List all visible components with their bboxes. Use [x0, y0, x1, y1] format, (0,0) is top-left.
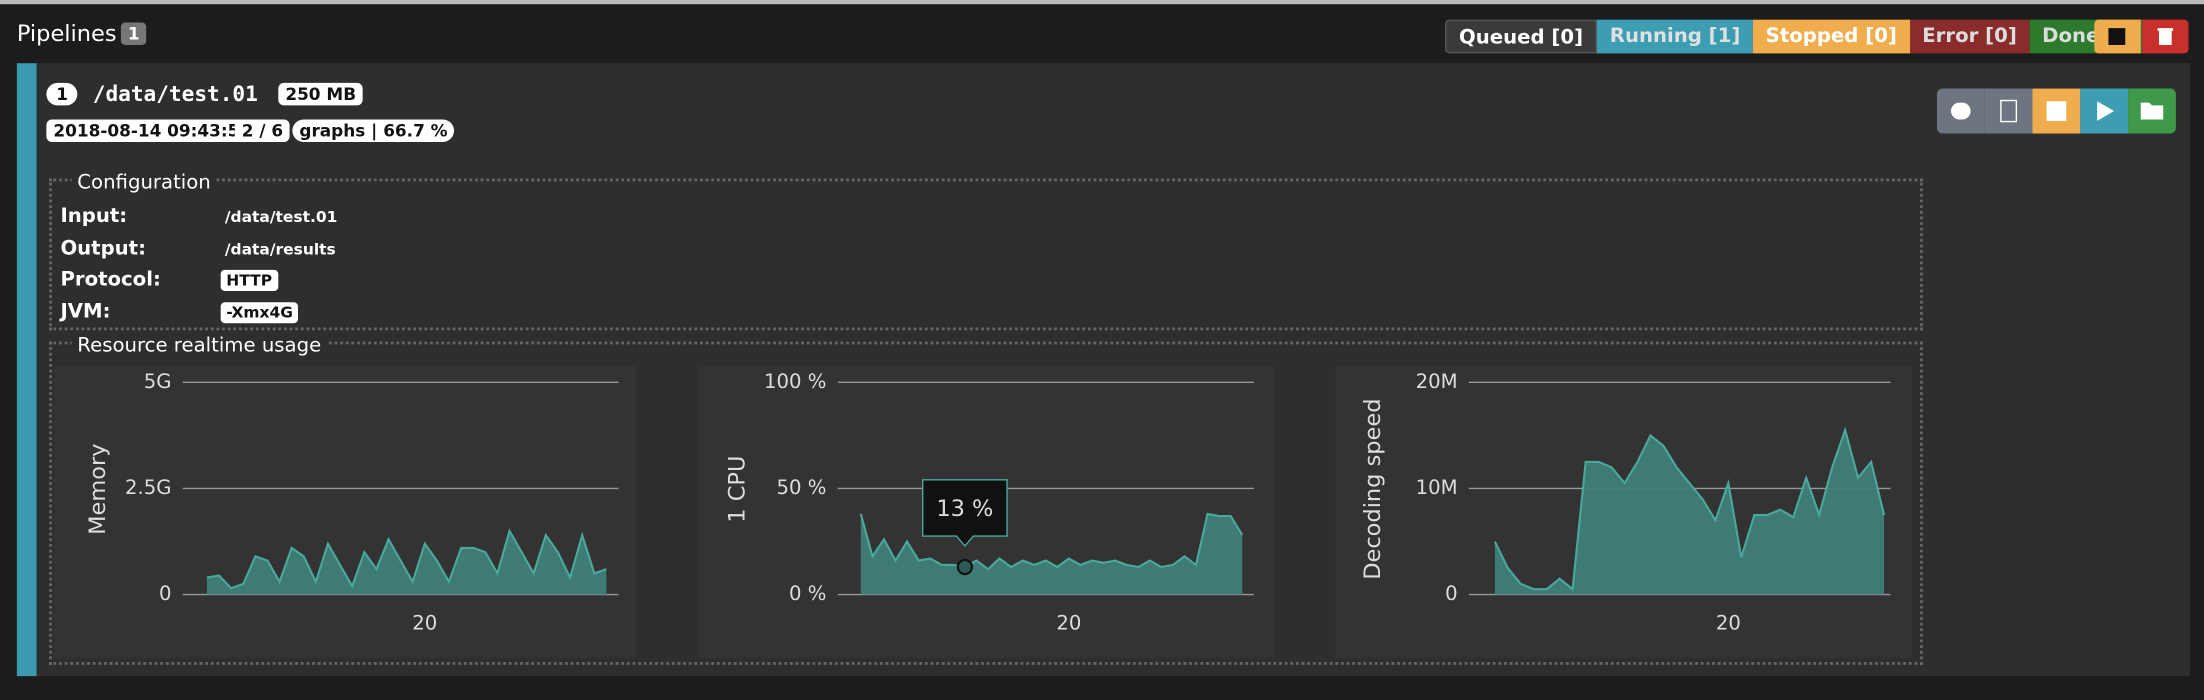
y-tick-label: 0 [1445, 582, 1458, 605]
pipeline-stage: graphs | 66.7 % [292, 119, 455, 142]
y-axis-label: Memory [85, 443, 111, 534]
x-tick-label: 20 [1716, 612, 1741, 635]
resources-title: Resource realtime usage [71, 334, 327, 358]
area [206, 530, 607, 595]
config-title: Configuration [71, 171, 217, 194]
area [860, 513, 1243, 595]
y-tick-label: 10M [1416, 476, 1458, 499]
config-label: Input: [60, 205, 128, 228]
log-button[interactable] [1984, 88, 2033, 134]
delete-all-button[interactable] [2142, 19, 2189, 54]
y-axis-label: Decoding speed [1360, 399, 1386, 580]
filter-running[interactable]: Running [1] [1597, 19, 1754, 54]
play-icon [2097, 101, 2115, 121]
config-value: /data/test.01 [224, 208, 338, 227]
trash-icon [2157, 28, 2174, 45]
config-value: HTTP [220, 269, 278, 291]
pipeline-timestamp: 2018-08-14 09:43:55 [46, 119, 259, 142]
y-tick-label: 20M [1416, 370, 1458, 393]
config-label: Output: [60, 237, 146, 261]
section-title: Pipelines [16, 19, 117, 47]
chart-panel [53, 365, 637, 658]
y-tick-label: 5G [144, 370, 172, 393]
stop-button[interactable] [2032, 88, 2081, 134]
top-border [0, 0, 2204, 5]
tooltip-label: 13 % [936, 496, 993, 522]
config-label: JVM: [60, 300, 111, 324]
tooltip-box [922, 479, 1008, 547]
pipeline-size: 250 MB [278, 82, 364, 106]
config-value: /data/results [224, 240, 336, 259]
resources-fieldset [49, 341, 1923, 665]
y-axis-label: 1 CPU [724, 456, 750, 523]
filter-queued[interactable]: Queued [0] [1444, 19, 1598, 54]
x-tick-label: 20 [412, 612, 437, 635]
open-button[interactable] [2128, 88, 2176, 134]
y-tick-label: 50 % [777, 476, 827, 499]
area-line [206, 528, 607, 590]
filter-stopped[interactable]: Stopped [0] [1753, 19, 1910, 54]
config-fieldset [49, 178, 1923, 331]
y-tick-label: 100 % [764, 370, 826, 393]
y-tick-label: 0 % [789, 582, 826, 605]
folder-icon [2140, 102, 2164, 120]
pipeline-index: 1 [46, 82, 78, 106]
hover-point [956, 558, 973, 576]
count-badge: 1 [120, 22, 147, 45]
collapse-button[interactable] [1936, 88, 1985, 134]
pipeline-progress: 2 / 6 [234, 119, 291, 142]
area [1494, 430, 1885, 595]
y-tick-label: 0 [159, 582, 172, 605]
stop-all-button[interactable] [2094, 19, 2141, 54]
filter-error[interactable]: Error [0] [1909, 19, 2030, 54]
y-tick-label: 2.5G [125, 476, 172, 499]
x-tick-label: 20 [1056, 612, 1081, 635]
area-line [1493, 426, 1886, 592]
area-line [859, 512, 1244, 571]
config-label: Protocol: [60, 268, 161, 291]
pipeline-path: /data/test.01 [92, 81, 258, 107]
config-value: -Xmx4G [220, 302, 299, 324]
run-button[interactable] [2080, 88, 2129, 134]
status-filters: Queued [0] Running [1] Stopped [0] Error… [1444, 19, 2151, 54]
